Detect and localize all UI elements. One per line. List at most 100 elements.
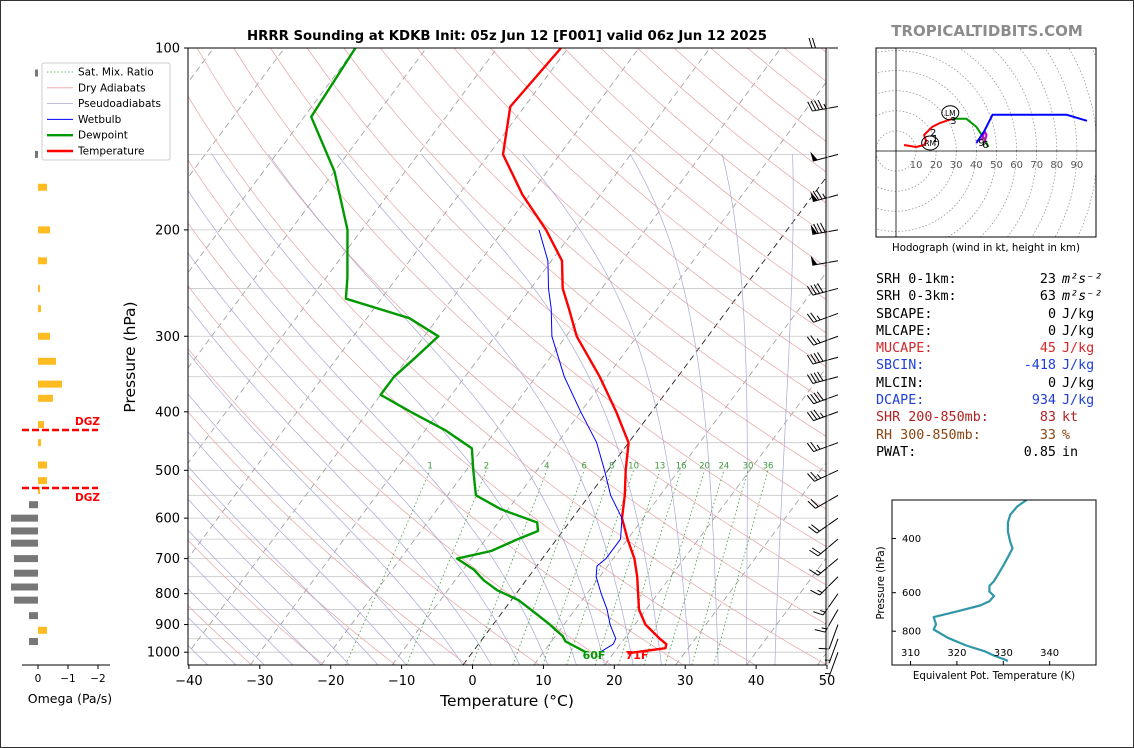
wind-barb bbox=[810, 189, 839, 203]
wind-barb-full bbox=[820, 222, 826, 233]
stat-row: MLCAPE: 0 J/kg bbox=[876, 323, 1116, 340]
dry-adiabat-line bbox=[270, 48, 826, 547]
wind-barb-half bbox=[823, 103, 827, 109]
hodograph-height-label: 1 bbox=[932, 134, 938, 145]
moist-adiabat-line bbox=[188, 431, 407, 665]
mixing-ratio-line bbox=[618, 470, 682, 665]
wind-barb-staff bbox=[813, 411, 839, 422]
stat-row: SRH 0-1km: 23 m²s⁻² bbox=[876, 271, 1116, 288]
legend-label: Dewpoint bbox=[78, 130, 128, 142]
wind-barb-full bbox=[806, 374, 814, 384]
dry-adiabat-line bbox=[188, 474, 396, 665]
y-tick-label: 600 bbox=[155, 512, 180, 527]
stat-row: RH 300-850mb: 33% bbox=[876, 427, 1116, 444]
wind-barb-full bbox=[813, 392, 821, 402]
theta-e-x-tick-label: 320 bbox=[947, 648, 966, 659]
omega-bar bbox=[11, 527, 38, 535]
isotherm-line bbox=[320, 48, 782, 665]
dry-adiabat-line bbox=[306, 48, 826, 510]
wind-barb bbox=[818, 624, 839, 650]
stat-row: SRH 0-3km: 63 m²s⁻² bbox=[876, 288, 1116, 305]
wind-barb-full bbox=[810, 373, 817, 383]
omega-bar bbox=[11, 514, 38, 522]
y-tick-label: 400 bbox=[155, 405, 180, 420]
omega-bar bbox=[38, 226, 50, 234]
isotherm-line bbox=[188, 48, 356, 274]
mixing-ratio-label: 13 bbox=[654, 461, 665, 471]
theta-e-panel: 310 320 330 340 400 600 800 bbox=[892, 500, 1059, 665]
omega-bar bbox=[38, 183, 47, 191]
dry-adiabat-line bbox=[453, 48, 826, 367]
wind-barb-full bbox=[810, 353, 817, 364]
wind-barb-half bbox=[819, 412, 824, 418]
wind-barb-full bbox=[806, 411, 814, 421]
dry-adiabat-line bbox=[196, 48, 826, 625]
omega-axis-label: Omega (Pa/s) bbox=[28, 691, 112, 706]
hodograph-ring-label: 30 bbox=[950, 160, 963, 171]
dry-adiabat-line bbox=[188, 348, 540, 665]
y-tick-label: 800 bbox=[155, 587, 180, 602]
wind-barb-full bbox=[806, 313, 814, 323]
wind-barb-full bbox=[810, 410, 818, 420]
wind-barb-full bbox=[810, 100, 817, 111]
theta-e-x-tick-label: 340 bbox=[1040, 648, 1059, 659]
wind-barb-staff bbox=[822, 593, 839, 616]
hodograph-caption: Hodograph (wind in kt, height in km) bbox=[892, 243, 1080, 254]
stat-unit: m²s⁻² bbox=[1062, 272, 1103, 287]
omega-bar bbox=[38, 487, 40, 495]
omega-tick-label: 0 bbox=[35, 673, 42, 685]
stat-value: 45 bbox=[1039, 341, 1056, 357]
dry-adiabat-line bbox=[416, 48, 826, 402]
skewt-background-lines bbox=[188, 48, 826, 665]
theta-e-ylabel: Pressure (hPa) bbox=[876, 546, 887, 619]
mixing-ratio-label: 24 bbox=[718, 461, 729, 471]
wind-barb-staff bbox=[814, 469, 839, 482]
x-tick-label: −10 bbox=[388, 674, 415, 689]
isotherm-line bbox=[188, 48, 569, 559]
stat-row: MUCAPE: 45 J/kg bbox=[876, 340, 1116, 357]
dgz-label: DGZ bbox=[75, 416, 100, 428]
wind-barb-flag bbox=[810, 255, 818, 266]
stat-unit: J/kg bbox=[1062, 393, 1095, 409]
x-tick-label: 10 bbox=[535, 674, 552, 689]
isotherm-line bbox=[188, 48, 498, 464]
dgz-label: DGZ bbox=[75, 492, 100, 504]
mixing-ratio-label: 16 bbox=[676, 461, 687, 471]
wind-barb-flag bbox=[810, 191, 818, 202]
hodograph-ring-label: 80 bbox=[1050, 160, 1063, 171]
omega-bar bbox=[38, 257, 47, 265]
omega-bar bbox=[38, 626, 47, 634]
hodograph-ring-label: 10 bbox=[910, 160, 923, 171]
wind-barb-staff bbox=[813, 312, 839, 323]
stat-label: PWAT: bbox=[876, 444, 917, 460]
wind-barb-full bbox=[806, 442, 814, 452]
y-tick-label: 1000 bbox=[147, 646, 180, 661]
hodograph-height-label: 2 bbox=[930, 128, 936, 139]
mixing-ratio-label: 36 bbox=[763, 461, 774, 471]
mixing-ratio-line bbox=[713, 470, 769, 665]
omega-bar bbox=[38, 461, 47, 469]
wind-barb bbox=[807, 469, 839, 482]
moist-adiabat-line bbox=[522, 154, 691, 665]
omega-bar bbox=[38, 305, 41, 313]
wind-barb-full bbox=[816, 223, 823, 233]
stat-unit: in bbox=[1062, 444, 1079, 460]
wind-barb-full bbox=[811, 547, 822, 555]
wind-barb-staff bbox=[813, 442, 839, 453]
stat-unit: J/kg bbox=[1062, 341, 1095, 357]
dewpoint-profile-line bbox=[310, 48, 587, 654]
skewt-plot-frame bbox=[187, 47, 827, 666]
x-tick-label: −30 bbox=[246, 674, 273, 689]
y-tick-label: 200 bbox=[155, 223, 180, 238]
dry-adiabat-line bbox=[527, 48, 826, 300]
moist-adiabat-line bbox=[268, 154, 606, 665]
wind-barb-full bbox=[810, 589, 820, 596]
storm-motion-label: RM bbox=[924, 139, 936, 148]
theta-e-y-tick-label: 800 bbox=[902, 627, 921, 638]
storm-motion-marker bbox=[941, 105, 960, 121]
dry-adiabat-line bbox=[188, 95, 826, 665]
wind-barb bbox=[808, 37, 838, 49]
wind-barb-full bbox=[813, 284, 821, 294]
moist-adiabat-line bbox=[188, 616, 237, 665]
wind-barb-full bbox=[818, 647, 830, 650]
